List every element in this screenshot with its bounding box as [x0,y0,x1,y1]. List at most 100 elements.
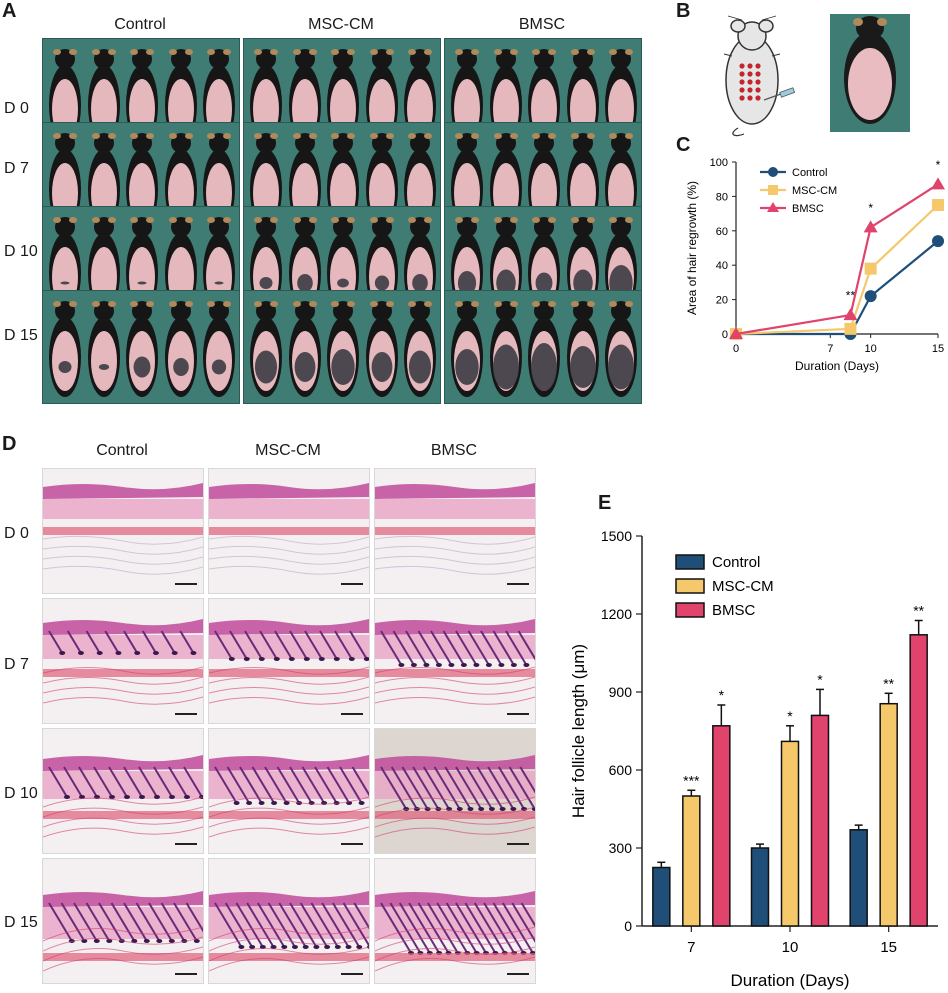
legend-label: Control [712,554,760,571]
panel-letter-a: A [2,0,17,22]
bar [712,725,731,927]
mouse-photo [489,301,522,397]
legend-marker [767,202,779,212]
y-tick-label: 0 [624,918,632,934]
panel-d-row-d7: D 7 [4,656,29,673]
data-point [863,220,878,233]
scale-bar [175,973,197,975]
data-point [729,327,743,339]
panel-d-row-d0: D 0 [4,525,29,542]
mouse-photo-strip [243,290,441,404]
panel-a-row-d15: D 15 [4,327,38,344]
scale-bar [175,583,197,585]
panel-a-col-control: Control [114,16,166,33]
histology-image [42,728,204,854]
series-line [735,204,939,336]
x-tick-label: 10 [865,343,877,355]
histology-image [208,858,370,984]
panel-d-row-d15: D 15 [4,914,38,931]
x-tick-label: 0 [733,343,739,355]
significance-marker: * [936,158,941,172]
panel-d-col-msccm: MSC-CM [255,442,321,459]
mouse-photo [164,301,197,397]
scale-bar [341,583,363,585]
y-tick-label: 0 [722,329,728,341]
scale-bar [341,843,363,845]
x-tick-label: 15 [880,939,897,956]
data-point [844,322,857,335]
histology-image [42,598,204,724]
y-tick-label: 600 [609,762,633,778]
scale-bar [175,713,197,715]
data-point [932,199,944,211]
bar [879,702,898,927]
bar [750,847,770,927]
bar [682,795,701,927]
legend-label: MSC-CM [712,578,774,595]
series-line [736,240,939,336]
panel-letter-d: D [2,433,17,455]
panel-a-row-d10: D 10 [4,243,38,260]
x-tick-label: 7 [687,939,695,956]
scale-bar [507,583,529,585]
data-point [864,290,877,303]
panel-d-col-control: Control [96,442,148,459]
legend-marker [768,167,778,177]
bar [849,829,868,927]
significance-marker: ** [913,603,924,619]
y-tick-label: 80 [716,191,728,203]
legend-label: BMSC [712,602,756,619]
mouse-photo [451,301,483,397]
mouse-photo-strip [42,290,240,404]
panel-letter-c: C [676,134,691,156]
significance-marker: *** [683,772,700,788]
y-tick-label: 20 [716,295,728,307]
bar [810,714,830,927]
legend-swatch [675,602,705,618]
panel-a-row-d7: D 7 [4,160,29,177]
hair-regrowth-line-chart: 0 20 40 60 80 100 0 7 10 15 Duration (Days) Area of… [685,157,945,373]
bar [652,866,671,927]
data-point [864,262,877,275]
y-tick-label: 900 [609,684,633,700]
x-axis-label: Duration (Days) [795,359,879,373]
mouse-photo [605,301,637,397]
mouse-photo [87,301,120,397]
histology-image [208,468,370,594]
significance-marker: * [868,201,873,215]
histology-image [42,858,204,984]
mouse-photo [528,301,560,397]
hair-follicle-length-bar-chart: 030060090012001500****7**10****15Duratio… [569,528,938,990]
y-tick-label: 40 [716,260,728,272]
significance-marker: * [787,708,793,724]
scale-bar [507,973,529,975]
significance-marker: ** [883,675,894,691]
histology-image [374,728,536,854]
mouse-photo [327,301,359,397]
mouse-photo [365,301,398,397]
histology-image [42,468,204,594]
panel-letter-b: B [676,0,691,22]
scale-bar [507,843,529,845]
panel-letter-e: E [598,492,612,514]
significance-marker: * [817,671,823,687]
mouse-photo-strip [444,290,642,404]
mouse-photo [203,301,235,397]
panel-a-row-d0: D 0 [4,100,29,117]
legend-label: MSC-CM [792,185,837,197]
x-tick-label: 7 [827,343,833,355]
y-tick-label: 1200 [601,606,632,622]
x-axis-label: Duration (Days) [730,971,849,990]
panel-a-col-msccm: MSC-CM [308,16,374,33]
data-point [843,308,858,321]
legend-swatch [675,554,705,570]
y-axis-label: Hair follicle length (μm) [569,644,588,818]
scale-bar [341,973,363,975]
bar [780,740,800,927]
series-line [735,183,939,336]
mouse-photo [250,301,282,397]
panel-d-col-bmsc: BMSC [430,442,478,459]
histology-image [374,468,536,594]
y-tick-label: 60 [716,226,728,238]
histology-image [208,728,370,854]
